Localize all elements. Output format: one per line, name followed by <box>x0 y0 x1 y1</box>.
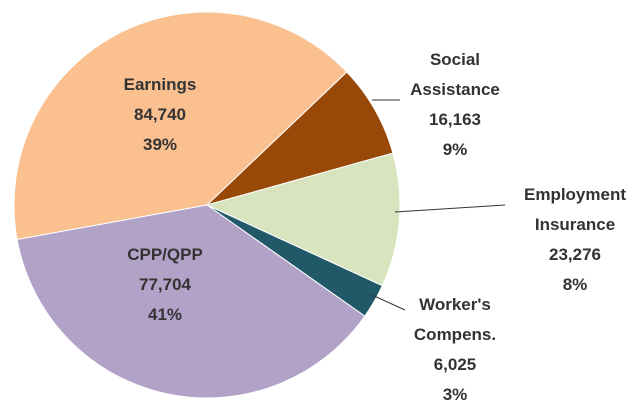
percent-label: 39% <box>142 135 178 154</box>
category-label: Employment Insurance <box>523 185 627 234</box>
percent-label: 3% <box>442 385 468 404</box>
value-label: 16,163 <box>429 110 481 129</box>
slice-label: Employment Insurance 23,276 8% <box>510 180 640 300</box>
value-label: 23,276 <box>549 245 601 264</box>
pie-slice <box>13 11 348 241</box>
value-label: 77,704 <box>139 275 191 294</box>
leader-line <box>371 294 406 311</box>
pie-slice <box>206 71 394 206</box>
slice-label: CPP/QPP 77,704 41% <box>90 240 240 330</box>
category-label: Earnings <box>123 75 197 94</box>
percent-label: 41% <box>147 305 183 324</box>
slice-label: Worker's Compens. 6,025 3% <box>400 290 510 404</box>
category-label: CPP/QPP <box>127 245 203 264</box>
category-label: Worker's Compens. <box>413 295 497 344</box>
category-label: Social Assistance <box>410 50 500 99</box>
pie-slice <box>16 204 366 399</box>
slice-label: Social Assistance 16,163 9% <box>400 45 510 165</box>
percent-label: 9% <box>442 140 468 159</box>
value-label: 6,025 <box>433 355 477 374</box>
slice-label: Earnings 84,740 39% <box>85 70 235 160</box>
value-label: 84,740 <box>134 105 186 124</box>
percent-label: 8% <box>562 275 588 294</box>
pie-slice <box>205 152 401 287</box>
leader-line <box>394 204 506 213</box>
